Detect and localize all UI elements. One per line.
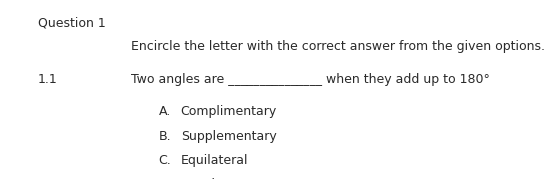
Text: D.: D. xyxy=(158,178,172,179)
Text: Question 1: Question 1 xyxy=(38,17,106,30)
Text: Equilateral: Equilateral xyxy=(181,154,248,167)
Text: 1.1: 1.1 xyxy=(38,73,58,86)
Text: C.: C. xyxy=(158,154,171,167)
Text: Two angles are _______________ when they add up to 180°: Two angles are _______________ when they… xyxy=(131,73,489,86)
Text: Supplementary: Supplementary xyxy=(181,130,276,142)
Text: Complimentary: Complimentary xyxy=(181,105,277,118)
Text: B.: B. xyxy=(158,130,171,142)
Text: A.: A. xyxy=(158,105,171,118)
Text: Equal: Equal xyxy=(181,178,216,179)
Text: Encircle the letter with the correct answer from the given options.: Encircle the letter with the correct ans… xyxy=(131,40,545,53)
